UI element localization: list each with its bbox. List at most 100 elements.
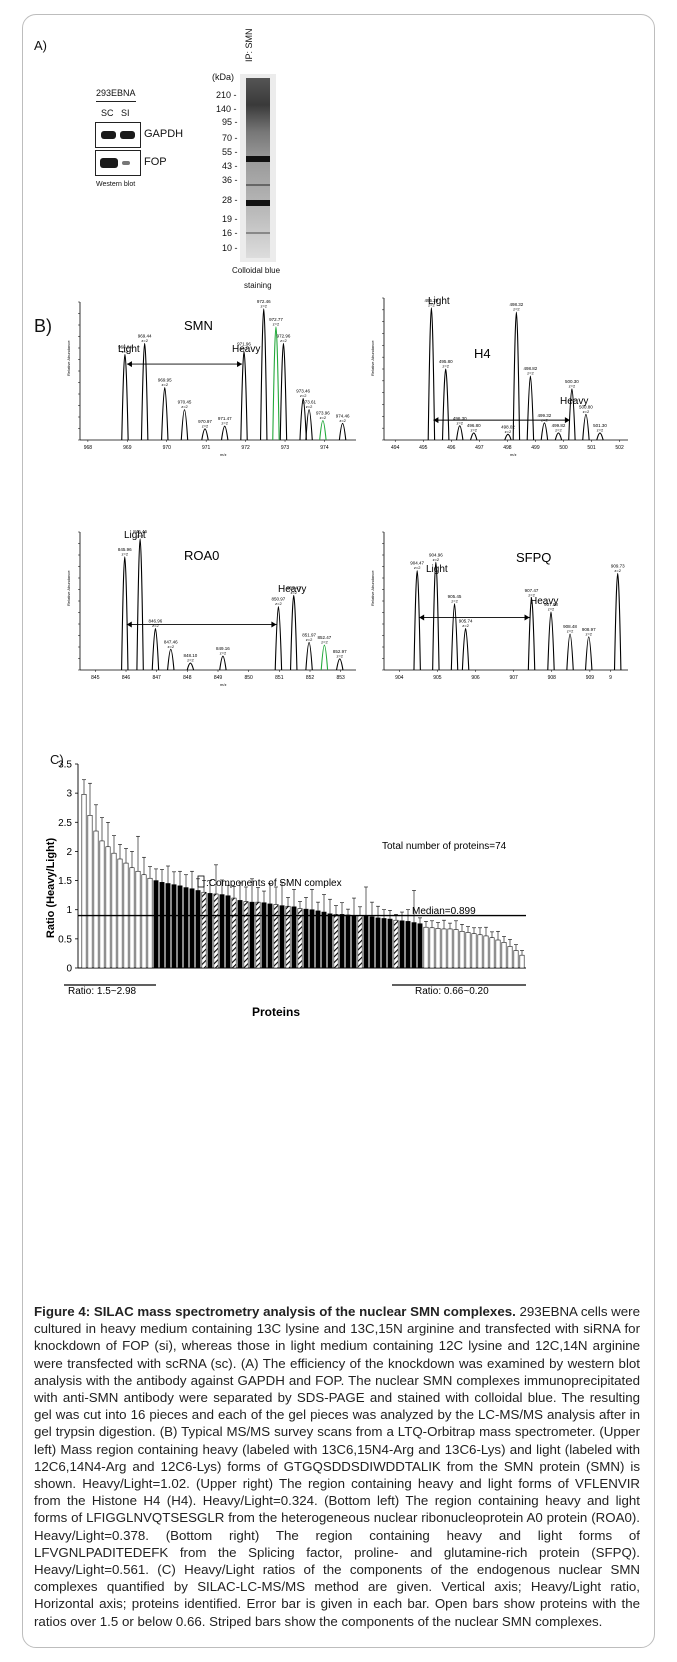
spectrum-roa0-peak <box>289 594 298 671</box>
spectrum-h4-peak-label: 499.82 <box>552 423 566 428</box>
spectrum-smn-peak <box>305 409 313 441</box>
chart-bar <box>393 919 399 969</box>
panel-a-label: A) <box>34 38 47 53</box>
spectrum-roa0-peak-label: 846.46 <box>133 529 147 534</box>
spectrum-h4-peak-label: 495.29 <box>425 298 439 303</box>
spectrum-roa0-xtick-label: 852 <box>306 675 315 681</box>
spectrum-roa0-xtick-label: 848 <box>183 675 192 681</box>
chart-bar <box>153 880 159 969</box>
spectrum-roa0-xtick-label: 849 <box>214 675 223 681</box>
marker-19: 19 - <box>222 214 238 224</box>
western-blot-caption: Western blot <box>96 181 136 188</box>
spectrum-smn-peak-charge: z=2 <box>320 415 327 420</box>
spectrum-roa0-xtitle: m/z <box>220 682 226 687</box>
panel-c-label: C) <box>50 752 64 767</box>
spectrum-smn-peak <box>299 398 307 441</box>
gapdh-band-sc <box>101 131 116 139</box>
chart-bar <box>213 893 219 969</box>
spectrum-sfpq-peak-charge: z=2 <box>614 568 621 573</box>
cell-line-underline <box>96 101 136 102</box>
spectrum-smn-peak-label: 972.96 <box>277 333 291 338</box>
chart-bar <box>87 815 93 969</box>
chart-ytick-label: 3.5 <box>58 760 72 771</box>
chart-bar <box>483 935 489 969</box>
spectrum-h4-peak-label: 495.80 <box>439 359 453 364</box>
caption-body: 293EBNA cells were cultured in heavy med… <box>34 1304 640 1629</box>
spectrum-roa0-peak-charge: z=2 <box>167 644 174 649</box>
figure-caption: Figure 4: SILAC mass spectrometry analys… <box>34 1303 640 1630</box>
chart-bar <box>207 893 213 969</box>
spectrum-sfpq-peak-label: 905.45 <box>448 594 462 599</box>
chart-ytick-label: 2.5 <box>58 818 72 829</box>
spectrum-sfpq-peak <box>613 572 622 671</box>
chart-bar <box>231 897 237 969</box>
spectrum-sfpq-peak-charge: z=2 <box>567 629 574 634</box>
chart-bar <box>459 931 465 969</box>
spectrum-h4-peak-charge: z=2 <box>442 364 449 369</box>
fop-label: FOP <box>144 156 167 168</box>
spectrum-smn-peak <box>319 420 327 441</box>
chart-bar <box>225 895 231 969</box>
spectrum-roa0-peak-label: 847.46 <box>164 639 178 644</box>
spectrum-h4-peak-label: 501.30 <box>593 423 607 428</box>
chart-ylabel: Ratio (Heavy/Light) <box>45 838 57 939</box>
chart-bar <box>495 939 501 969</box>
spectrum-sfpq-peak-label: 907.47 <box>525 588 539 593</box>
spectrum-smn-peak-charge: z=2 <box>221 421 228 426</box>
chart-bar <box>345 914 351 969</box>
spectrum-h4-peak-charge: z=2 <box>470 427 477 432</box>
spectrum-h4-peak-charge: z=2 <box>555 427 562 432</box>
chart-bar <box>399 920 405 969</box>
marker-36: 36 - <box>222 175 238 185</box>
chart-bar <box>147 877 153 969</box>
spectrum-h4: H4 Light Heavy Relative Abundance m/z 49… <box>370 296 628 457</box>
spectrum-roa0-peak-charge: z=2 <box>220 651 227 656</box>
figure-frame <box>22 14 655 1648</box>
spectrum-h4-xtick-label: 497 <box>475 445 484 451</box>
spectrum-smn-peak <box>240 351 248 441</box>
spectrum-roa0-ytitle: Relative Abundance <box>66 570 71 606</box>
marker-16: 16 - <box>222 228 238 238</box>
spectrum-smn-peak <box>338 422 347 441</box>
colloidal-gel <box>240 74 276 262</box>
spectrum-roa0-peak-charge: z=2 <box>152 623 159 628</box>
chart-bar <box>81 794 87 969</box>
spectrum-h4-peak-label: 496.30 <box>453 416 467 421</box>
spectrum-h4-peak-label: 499.32 <box>538 413 552 418</box>
spectrum-roa0-peak <box>151 628 160 671</box>
chart-bar <box>387 918 393 969</box>
chart-bar <box>105 846 111 969</box>
spectrum-smn-peak-label: 971.96 <box>237 342 251 347</box>
spectrum-h4-xtick-label: 501 <box>587 445 596 451</box>
spectrum-roa0-peak <box>219 655 227 671</box>
spectrum-smn-peak-label: 969.44 <box>138 333 152 338</box>
spectrum-h4-peak <box>455 425 464 441</box>
chart-bar <box>453 929 459 969</box>
chart-bar <box>141 874 147 969</box>
chart-bar <box>189 888 195 969</box>
chart-xlabel: Proteins <box>252 1005 300 1019</box>
gel-caption-line2: staining <box>244 281 272 290</box>
chart-bar <box>183 887 189 969</box>
legend-swatch <box>197 875 205 888</box>
spectrum-sfpq-peak-charge: z=2 <box>462 623 469 628</box>
chart-bar <box>519 954 525 969</box>
marker-70: 70 - <box>222 133 238 143</box>
fop-blot <box>95 150 141 176</box>
spectrum-h4-peak-charge: z=2 <box>583 409 590 414</box>
chart-ytick-label: 1.5 <box>58 876 72 887</box>
marker-140: 140 - <box>216 104 237 114</box>
spectrum-sfpq-peak <box>432 561 440 671</box>
spectrum-sfpq-xtick-label: 905 <box>433 675 442 681</box>
chart-bar <box>195 890 201 969</box>
gel-band-28kda <box>246 200 270 206</box>
spectrum-roa0-arrowhead-left <box>126 621 132 628</box>
chart-bar <box>369 916 375 969</box>
spectrum-sfpq-peak-label: 904.47 <box>410 561 424 566</box>
chart-bar <box>117 858 123 969</box>
spectrum-sfpq-peak-label: 905.74 <box>459 619 473 624</box>
spectrum-sfpq-arrowhead-right <box>524 614 530 621</box>
spectrum-smn-peak <box>259 308 268 441</box>
spectrum-h4-xtick-label: 500 <box>559 445 568 451</box>
spectrum-roa0-xtick-label: 847 <box>152 675 161 681</box>
